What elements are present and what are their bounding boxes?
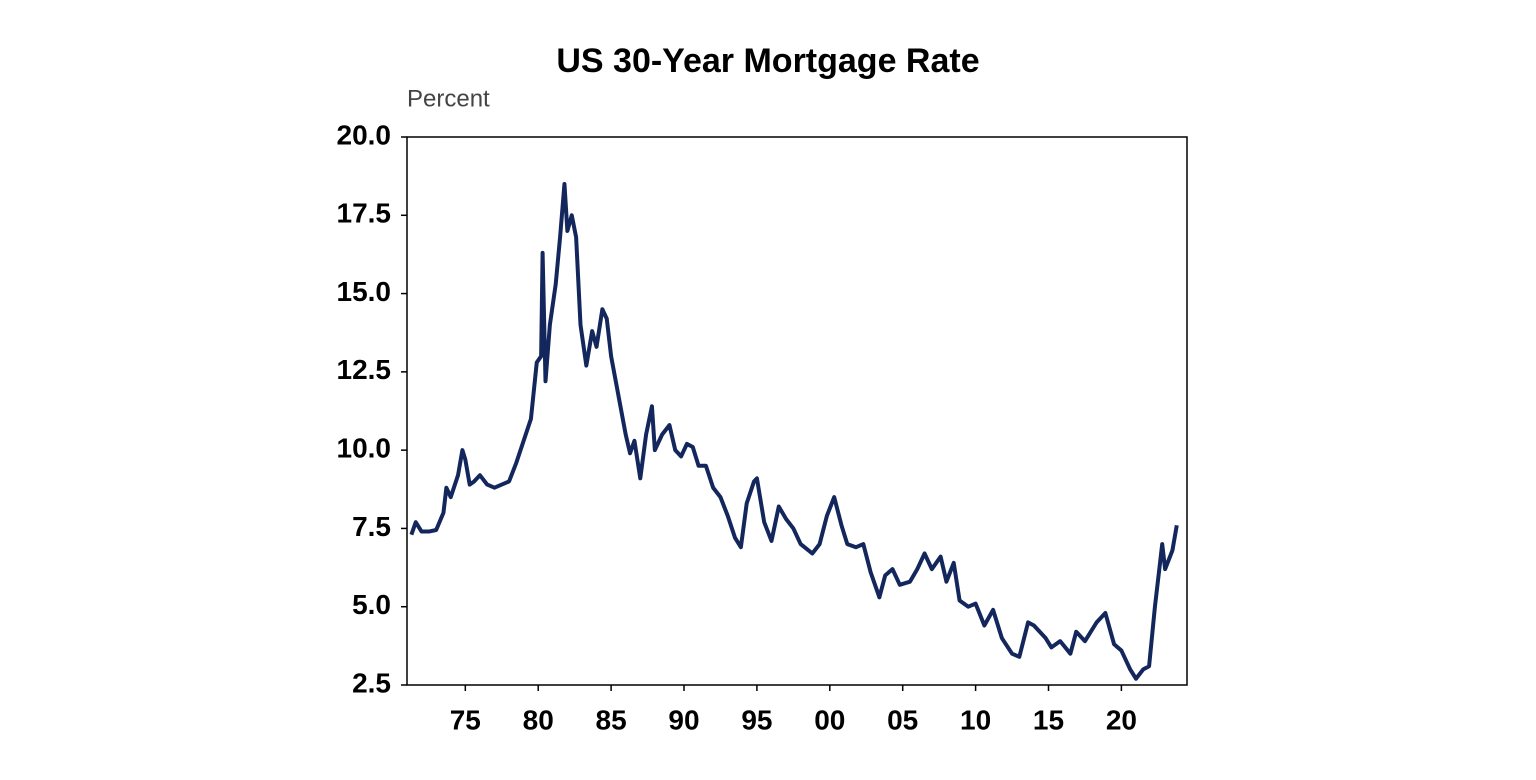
y-tick-label: 15.0	[337, 276, 392, 307]
x-tick-label: 00	[814, 704, 845, 735]
y-axis-label: Percent	[407, 85, 490, 112]
y-tick-label: 12.5	[337, 354, 392, 385]
line-series	[409, 181, 1179, 681]
x-tick-label: 15	[1033, 704, 1064, 735]
x-tick-label: 85	[596, 704, 627, 735]
x-tick-label: 80	[523, 704, 554, 735]
plot-frame	[406, 136, 1188, 686]
x-tick-label: 10	[960, 704, 991, 735]
y-tick-label: 17.5	[337, 198, 392, 229]
chart-title: US 30-Year Mortgage Rate	[556, 42, 979, 80]
x-tick-label: 95	[741, 704, 772, 735]
y-tick-label: 5.0	[352, 589, 391, 620]
x-tick-label: 75	[450, 704, 481, 735]
x-tick-label: 20	[1106, 704, 1137, 735]
y-tick-label: 10.0	[337, 433, 392, 464]
x-tick-label: 05	[887, 704, 918, 735]
y-tick-label: 7.5	[352, 511, 391, 542]
y-tick-label: 20.0	[337, 119, 392, 150]
y-tick-label: 2.5	[352, 667, 391, 698]
x-tick-label: 90	[668, 704, 699, 735]
